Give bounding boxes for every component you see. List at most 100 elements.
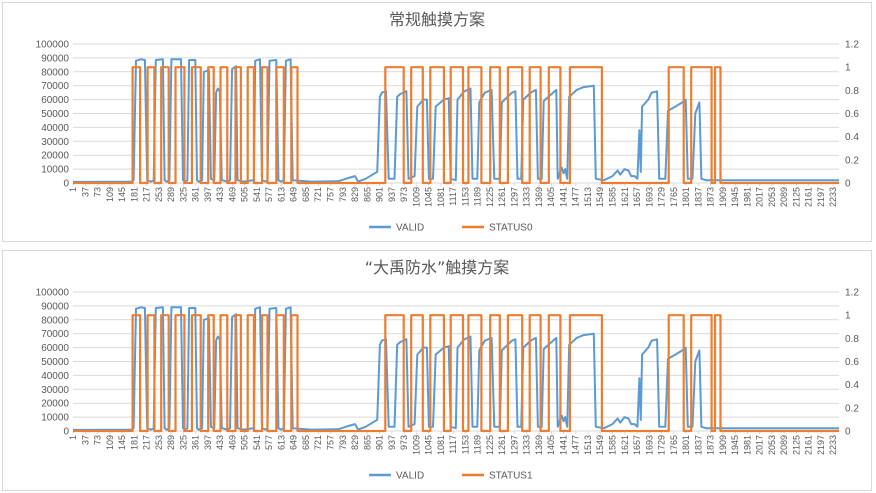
x-tick-label: 397 bbox=[203, 435, 213, 450]
legend-label-status1: STATUS1 bbox=[489, 471, 533, 482]
x-tick-label: 1909 bbox=[718, 435, 728, 455]
x-tick-label: 217 bbox=[142, 435, 152, 450]
x-tick-label: 505 bbox=[240, 435, 250, 450]
x-tick-label: 1081 bbox=[436, 187, 446, 207]
x-tick-label: 1009 bbox=[411, 187, 421, 207]
y2-tick-label: 0.8 bbox=[845, 334, 859, 345]
x-tick-label: 829 bbox=[350, 435, 360, 450]
x-tick-label: 1729 bbox=[657, 435, 667, 455]
x-tick-label: 2053 bbox=[767, 435, 777, 455]
x-tick-label: 397 bbox=[203, 187, 213, 202]
y-tick-label: 50000 bbox=[41, 357, 69, 368]
y2-tick-label: 0.6 bbox=[845, 357, 859, 368]
y-tick-label: 0 bbox=[63, 179, 69, 190]
x-tick-label: 1441 bbox=[558, 435, 568, 455]
x-tick-label: 1837 bbox=[693, 187, 703, 207]
x-tick-label: 469 bbox=[227, 435, 237, 450]
y-tick-label: 10000 bbox=[41, 165, 69, 176]
x-tick-label: 1945 bbox=[730, 435, 740, 455]
y2-tick-label: 1.2 bbox=[845, 40, 859, 51]
x-tick-label: 1405 bbox=[546, 435, 556, 455]
x-tick-label: 2053 bbox=[767, 187, 777, 207]
y2-tick-label: 1 bbox=[845, 63, 851, 74]
x-tick-label: 325 bbox=[178, 435, 188, 450]
x-tick-label: 433 bbox=[215, 435, 225, 450]
y2-tick-label: 0.8 bbox=[845, 86, 859, 97]
x-tick-label: 1189 bbox=[473, 435, 483, 454]
x-tick-label: 361 bbox=[191, 187, 201, 202]
x-tick-label: 1513 bbox=[583, 187, 593, 207]
x-tick-label: 2089 bbox=[779, 187, 789, 207]
x-tick-label: 1801 bbox=[681, 187, 691, 207]
x-tick-label: 145 bbox=[117, 435, 127, 450]
x-tick-label: 289 bbox=[166, 435, 176, 450]
x-tick-label: 1189 bbox=[473, 187, 483, 206]
y-tick-label: 100000 bbox=[36, 40, 70, 51]
x-tick-label: 1261 bbox=[497, 435, 507, 455]
x-tick-label: 901 bbox=[375, 435, 385, 450]
x-tick-label: 1009 bbox=[411, 435, 421, 455]
x-tick-label: 685 bbox=[301, 187, 311, 202]
x-tick-label: 1261 bbox=[497, 187, 507, 207]
y2-tick-label: 0.4 bbox=[845, 132, 859, 143]
x-tick-label: 181 bbox=[129, 187, 139, 202]
x-tick-label: 1873 bbox=[706, 435, 716, 455]
chart-panel-conventional: 常规触摸方案 0 10000 20000 30000 40000 50000 60000 700… bbox=[2, 2, 872, 242]
chart-title: “大禹防水”触摸方案 bbox=[365, 258, 510, 277]
x-tick-label: 1225 bbox=[485, 435, 495, 455]
x-tick-label: 2197 bbox=[816, 435, 826, 455]
y-tick-label: 60000 bbox=[41, 343, 69, 354]
y-tick-label: 40000 bbox=[41, 371, 69, 382]
chart-title: 常规触摸方案 bbox=[389, 10, 485, 29]
x-tick-label: 73 bbox=[93, 435, 103, 445]
legend: VALID STATUS1 bbox=[369, 471, 533, 482]
x-tick-label: 577 bbox=[264, 435, 274, 450]
x-tick-label: 865 bbox=[362, 187, 372, 202]
x-tick-label: 1225 bbox=[485, 187, 495, 207]
x-tick-label: 1621 bbox=[620, 187, 630, 207]
x-tick-label: 793 bbox=[338, 435, 348, 450]
x-tick-label: 2017 bbox=[755, 435, 765, 455]
x-tick-label: 793 bbox=[338, 187, 348, 202]
legend: VALID STATUS0 bbox=[369, 223, 533, 234]
x-tick-label: 613 bbox=[276, 187, 286, 202]
x-tick-label: 109 bbox=[105, 187, 115, 202]
y-tick-label: 60000 bbox=[41, 95, 69, 106]
chart-svg-dayu: “大禹防水”触摸方案 0 10000 20000 30000 40000 50000 6000… bbox=[36, 258, 860, 482]
x-tick-label: 721 bbox=[313, 187, 323, 202]
y-tick-label: 80000 bbox=[41, 315, 69, 326]
x-tick-label: 1909 bbox=[718, 187, 728, 207]
x-tick-label: 1837 bbox=[693, 435, 703, 455]
x-tick-label: 2161 bbox=[804, 187, 814, 207]
chart-svg-conventional: 常规触摸方案 0 10000 20000 30000 40000 50000 60000 700… bbox=[36, 10, 860, 234]
y2-tick-label: 0 bbox=[845, 427, 851, 438]
chart-panel-dayu: “大禹防水”触摸方案 0 10000 20000 30000 40000 50000 6000… bbox=[2, 250, 872, 491]
x-tick-label: 721 bbox=[313, 435, 323, 450]
y-tick-label: 80000 bbox=[41, 67, 69, 78]
x-tick-label: 1549 bbox=[595, 435, 605, 455]
x-tick-label: 1 bbox=[68, 435, 78, 440]
series-line-valid bbox=[72, 306, 839, 431]
x-tick-label: 757 bbox=[325, 187, 335, 202]
y-tick-label: 100000 bbox=[36, 288, 70, 299]
legend-label-valid: VALID bbox=[396, 223, 424, 234]
y2-tick-label: 1.2 bbox=[845, 288, 859, 299]
x-tick-label: 1765 bbox=[669, 435, 679, 455]
x-tick-label: 1405 bbox=[546, 187, 556, 207]
y-tick-label: 30000 bbox=[41, 137, 69, 148]
x-tick-label: 649 bbox=[289, 187, 299, 202]
x-tick-label: 1297 bbox=[509, 435, 519, 455]
x-tick-label: 2233 bbox=[828, 187, 838, 207]
x-tick-label: 2233 bbox=[828, 435, 838, 455]
x-tick-label: 217 bbox=[142, 187, 152, 202]
legend-label-status0: STATUS0 bbox=[489, 223, 533, 234]
y2-tick-label: 0.2 bbox=[845, 155, 859, 166]
x-tick-label: 37 bbox=[80, 435, 90, 445]
x-tick-label: 1693 bbox=[644, 187, 654, 207]
x-tick-label: 1045 bbox=[424, 187, 434, 207]
x-tick-label: 937 bbox=[387, 187, 397, 202]
x-tick-label: 1657 bbox=[632, 435, 642, 455]
x-tick-label: 73 bbox=[93, 187, 103, 197]
y2-tick-label: 1 bbox=[845, 311, 851, 322]
y-tick-label: 70000 bbox=[41, 81, 69, 92]
